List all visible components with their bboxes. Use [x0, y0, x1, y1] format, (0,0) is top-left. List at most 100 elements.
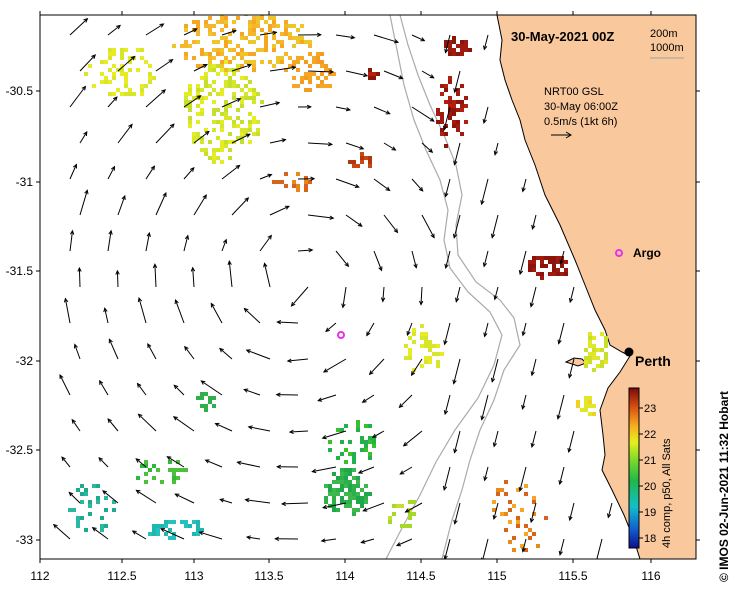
sst-pixel: [532, 512, 536, 516]
sst-pixel: [80, 492, 84, 496]
sst-pixel: [264, 44, 268, 48]
x-tick-label: 113.5: [254, 569, 283, 583]
sst-pixel: [308, 64, 312, 68]
current-vector: [172, 416, 195, 432]
sst-pixel: [248, 124, 252, 128]
sst-pixel: [220, 120, 224, 124]
sst-pixel: [456, 124, 460, 128]
sst-pixel: [256, 128, 260, 132]
sst-pixel: [228, 140, 232, 144]
sst-pixel: [236, 108, 240, 112]
sst-pixel: [444, 144, 448, 148]
current-vector: [444, 250, 451, 270]
sst-pixel: [192, 136, 196, 140]
sst-pixel: [188, 524, 192, 528]
sst-pixel: [256, 92, 260, 96]
sst-pixel: [448, 76, 452, 80]
sst-pixel: [336, 488, 340, 492]
sst-pixel: [236, 116, 240, 120]
sst-pixel: [124, 92, 128, 96]
current-vector: [243, 307, 261, 324]
sst-pixel: [440, 92, 444, 96]
sst-pixel: [464, 96, 468, 100]
sst-pixel: [212, 100, 216, 104]
current-vector: [490, 214, 499, 239]
sst-pixel: [188, 44, 192, 48]
sst-pixel: [204, 24, 208, 28]
current-vector: [214, 422, 233, 432]
sst-pixel: [248, 88, 252, 92]
sst-pixel: [244, 60, 248, 64]
sst-pixel: [240, 120, 244, 124]
sst-pixel: [184, 100, 188, 104]
sst-pixel: [204, 148, 208, 152]
sst-pixel: [272, 64, 276, 68]
sst-pixel: [364, 500, 368, 504]
sst-pixel: [424, 344, 428, 348]
sst-pixel: [344, 472, 348, 476]
sst-pixel: [240, 88, 244, 92]
sst-pixel: [196, 88, 200, 92]
sst-pixel: [208, 56, 212, 60]
sst-pixel: [444, 132, 448, 136]
current-vector: [61, 456, 71, 468]
sst-pixel: [448, 108, 452, 112]
sst-pixel: [332, 472, 336, 476]
sst-pixel: [532, 500, 536, 504]
sst-pixel: [252, 132, 256, 136]
sst-pixel: [408, 356, 412, 360]
sst-pixel: [332, 72, 336, 76]
current-vector: [322, 358, 347, 373]
sst-pixel: [112, 508, 116, 512]
sst-pixel: [212, 156, 216, 160]
sst-pixel: [360, 504, 364, 508]
sst-pixel: [252, 40, 256, 44]
current-vector: [361, 394, 375, 403]
sst-pixel: [260, 28, 264, 32]
sst-pixel: [392, 504, 396, 508]
sst-pixel: [324, 496, 328, 500]
sst-pixel: [208, 156, 212, 160]
sst-pixel: [492, 500, 496, 504]
sst-pixel: [600, 364, 604, 368]
sst-pixel: [252, 16, 256, 20]
current-vector: [335, 106, 352, 112]
sst-pixel: [524, 524, 528, 528]
current-vector: [204, 459, 223, 468]
sst-pixel: [308, 52, 312, 56]
sst-pixel: [204, 52, 208, 56]
sst-pixel: [232, 120, 236, 124]
colorbar-tick-label: 19: [644, 507, 656, 519]
sst-pixel: [200, 88, 204, 92]
sst-pixel: [196, 24, 200, 28]
sst-pixel: [212, 396, 216, 400]
sst-pixel: [592, 344, 596, 348]
sst-pixel: [160, 480, 164, 484]
sst-pixel: [292, 44, 296, 48]
sst-pixel: [524, 492, 528, 496]
sst-pixel: [248, 128, 252, 132]
sst-pixel: [96, 484, 100, 488]
current-vector: [383, 214, 399, 234]
sst-pixel: [436, 108, 440, 112]
sst-pixel: [452, 120, 456, 124]
current-vector: [69, 229, 75, 252]
current-vector: [210, 302, 223, 324]
sst-pixel: [356, 508, 360, 512]
sst-pixel: [556, 260, 560, 264]
current-vector: [174, 493, 195, 504]
sst-pixel: [204, 80, 208, 84]
sst-pixel: [448, 48, 452, 52]
sst-pixel: [372, 72, 376, 76]
current-vector: [607, 502, 613, 519]
sst-pixel: [208, 396, 212, 400]
sst-pixel: [324, 64, 328, 68]
sst-pixel: [216, 72, 220, 76]
sst-pixel: [324, 76, 328, 80]
sst-pixel: [536, 256, 540, 260]
sst-pixel: [556, 272, 560, 276]
sst-pixel: [420, 324, 424, 328]
sst-pixel: [204, 152, 208, 156]
sst-pixel: [220, 140, 224, 144]
sst-pixel: [344, 448, 348, 452]
